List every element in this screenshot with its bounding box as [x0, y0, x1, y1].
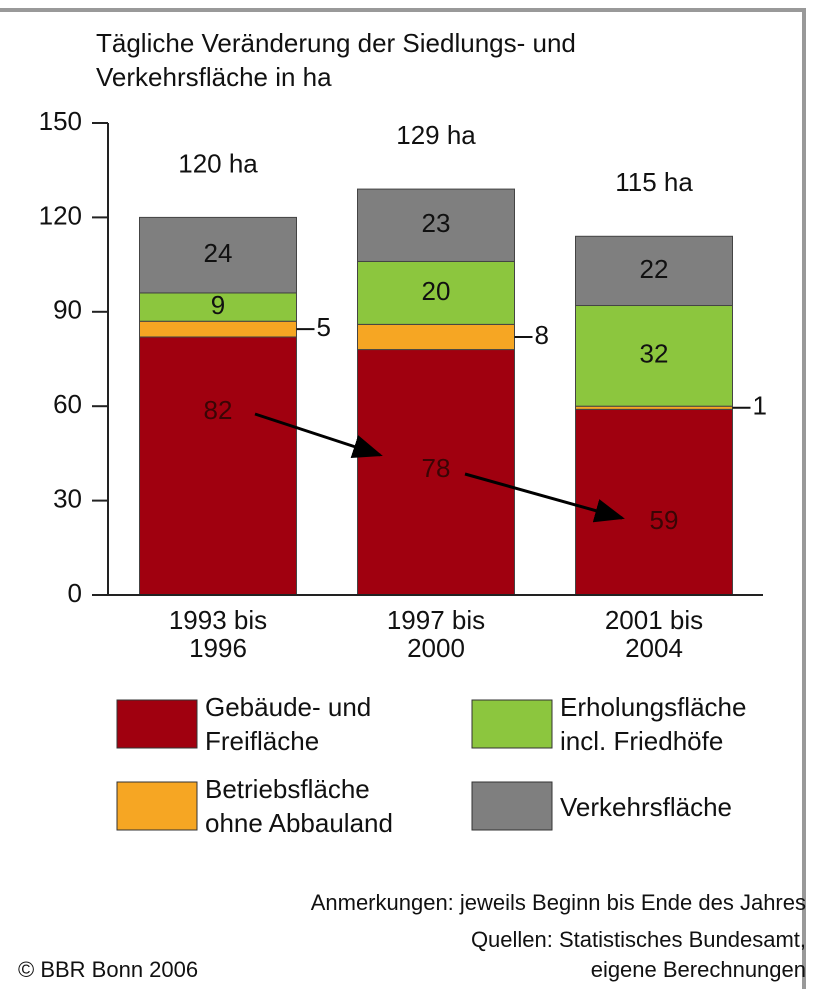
- legend-label: Verkehrsfläche: [560, 792, 732, 822]
- y-tick-label: 60: [53, 389, 82, 419]
- value-label: 59: [650, 505, 679, 535]
- value-label: 82: [204, 395, 233, 425]
- note: Quellen: Statistisches Bundesamt, eigene…: [470, 927, 806, 982]
- value-label: 78: [422, 453, 451, 483]
- legend-swatch: [116, 781, 198, 831]
- x-tick-label: 1997 bis 2000: [386, 605, 486, 663]
- total-label: 120 ha: [178, 148, 258, 178]
- note: Anmerkungen: jeweils Beginn bis Ende des…: [310, 890, 806, 915]
- source: © BBR Bonn 2006: [18, 957, 199, 982]
- y-tick-label: 0: [68, 578, 82, 608]
- bar-segment: [357, 349, 515, 596]
- value-label: 8: [535, 320, 549, 350]
- bar-segment: [357, 260, 515, 325]
- value-label: 9: [211, 290, 225, 320]
- bar-segment: [575, 305, 733, 407]
- bar-segment: [139, 320, 297, 338]
- trend-arrow: [464, 472, 625, 523]
- bar-segment: [357, 323, 515, 351]
- total-label: 115 ha: [615, 167, 693, 197]
- legend-label: Erholungsfläche incl. Friedhöfe: [560, 692, 747, 756]
- bar-segment: [139, 292, 297, 322]
- bar-segment: [139, 216, 297, 294]
- total-label: 129 ha: [396, 120, 476, 150]
- bar-segment: [575, 235, 733, 307]
- chart-title: Tägliche Veränderung der Siedlungs- und …: [96, 28, 576, 92]
- value-label: 5: [317, 312, 331, 342]
- legend-swatch: [116, 699, 198, 749]
- legend-swatch: [471, 699, 553, 749]
- trend-arrow: [254, 412, 383, 458]
- y-tick-label: 30: [53, 483, 82, 513]
- legend-label: Betriebsfläche ohne Abbauland: [205, 774, 393, 838]
- y-tick-label: 150: [39, 106, 82, 136]
- y-tick-label: 120: [39, 200, 82, 230]
- x-tick-label: 1993 bis 1996: [168, 605, 268, 663]
- bar-segment: [139, 336, 297, 596]
- value-label: 1: [753, 391, 767, 421]
- legend-label: Gebäude- und Freifläche: [205, 692, 372, 756]
- y-tick-label: 90: [53, 295, 82, 325]
- frame: [0, 8, 806, 989]
- legend-swatch: [471, 781, 553, 831]
- value-label: 24: [204, 238, 233, 268]
- bar-segment: [357, 188, 515, 262]
- x-tick-label: 2001 bis 2004: [604, 605, 704, 663]
- bar-segment: [575, 408, 733, 596]
- value-label: 23: [422, 208, 451, 238]
- value-label: 22: [640, 254, 669, 284]
- value-label: 32: [640, 339, 669, 369]
- value-label: 20: [422, 276, 451, 306]
